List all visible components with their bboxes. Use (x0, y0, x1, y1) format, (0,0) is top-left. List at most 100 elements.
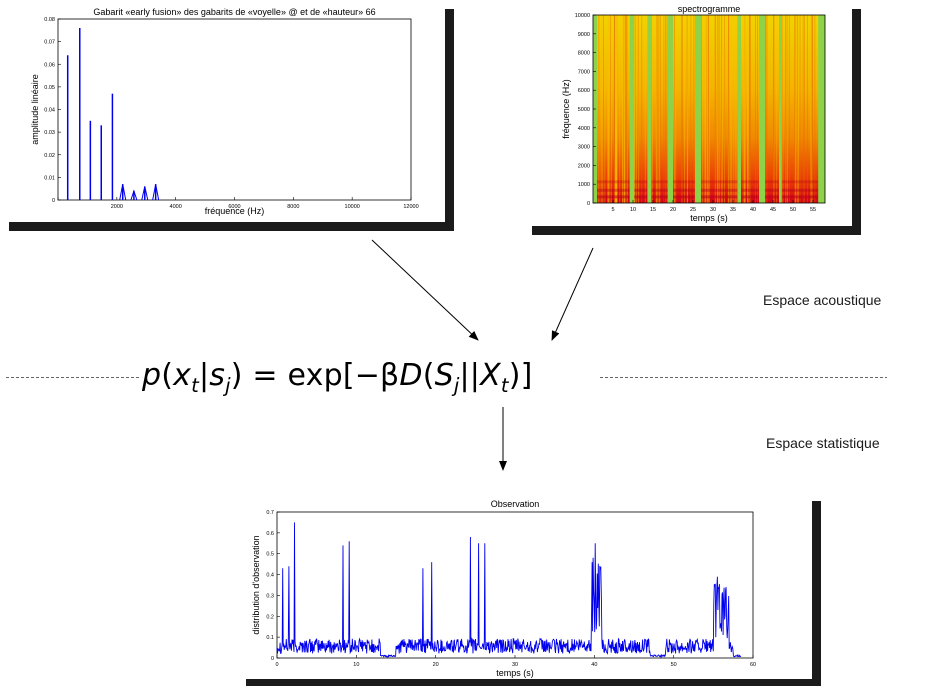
y-tick-label: 0.08 (44, 17, 55, 23)
y-tick-label: 8000 (578, 51, 590, 57)
formula: p(xt|sj) = exp[−βD(Sj||Xt)] (142, 358, 533, 397)
y-tick-label: 5000 (578, 107, 590, 113)
spectrogram-panel: spectrogramme 5 10 15 20 25 30 35 40 45 50 55 0 1000 2… (523, 0, 852, 226)
chart-title: spectrogramme (678, 4, 741, 14)
x-tick-label: 40 (591, 662, 597, 668)
formula-X-sub: t (500, 373, 509, 397)
spectrogram-chart: spectrogramme 5 10 15 20 25 30 35 40 45 50 55 0 1000 2… (561, 4, 826, 223)
formula-x: x (173, 358, 192, 393)
y-tick-label: 0 (587, 201, 590, 207)
x-tick-label: 10000 (345, 204, 360, 210)
spectro-formant-band (593, 180, 825, 184)
spectro-silence (779, 15, 782, 203)
x-tick-label: 60 (750, 662, 756, 668)
observation-chart: Observation 0 10 20 30 40 50 60 0 0.1 0.2 0.3 0.4 0.5… (251, 499, 756, 678)
y-tick-label: 9000 (578, 32, 590, 38)
y-tick-label: 0.1 (266, 635, 274, 641)
gabarit-peak-shape (119, 184, 127, 201)
x-tick-label: 5 (611, 207, 614, 213)
x-tick-label: 40 (750, 207, 756, 213)
plot-frame (57, 18, 412, 201)
formula-S-sub: j (453, 373, 460, 397)
acoustic-space-label: Espace acoustique (763, 292, 882, 308)
y-tick-label: 3000 (578, 145, 590, 151)
observation-series-line (276, 522, 742, 659)
x-axis-label: fréquence (Hz) (205, 206, 265, 216)
y-axis-label: fréquence (Hz) (561, 79, 571, 139)
spectro-silence (737, 15, 741, 203)
y-tick-label: 0.02 (44, 153, 55, 159)
spectro-silence (818, 15, 825, 203)
formula-equals-exp: = exp (252, 358, 343, 393)
y-tick-label: 0 (52, 198, 55, 204)
x-tick-label: 4000 (170, 204, 182, 210)
y-tick-label: 10000 (575, 13, 590, 19)
y-tick-label: 0.7 (266, 510, 274, 516)
formula-s: s (209, 358, 226, 393)
y-tick-label: 4000 (578, 126, 590, 132)
x-tick-label: 10 (353, 662, 359, 668)
y-tick-label: 7000 (578, 69, 590, 75)
gabarit-peak-shape (130, 189, 138, 201)
x-tick-label: 30 (710, 207, 716, 213)
formula-minus-beta: −β (354, 358, 400, 393)
spectro-formant-band (593, 195, 825, 199)
y-tick-label: 6000 (578, 88, 590, 94)
gabarit-peak-shape (141, 186, 149, 201)
spectro-silence (695, 15, 701, 203)
y-tick-label: 0.6 (266, 531, 274, 537)
y-tick-label: 0.2 (266, 614, 274, 620)
formula-S: S (434, 358, 454, 393)
y-tick-label: 0.3 (266, 593, 274, 599)
x-tick-label: 30 (512, 662, 518, 668)
x-tick-label: 45 (770, 207, 776, 213)
y-tick-label: 0.06 (44, 62, 55, 68)
x-axis-label: temps (s) (496, 668, 534, 678)
x-tick-label: 25 (690, 207, 696, 213)
spectro-silence (667, 15, 673, 203)
arrow-gabarit-to-formula (371, 239, 479, 341)
formula-d: D (399, 358, 423, 393)
x-tick-label: 55 (810, 207, 816, 213)
arrow-spectro-to-formula (551, 247, 594, 341)
y-tick-label: 0.05 (44, 85, 55, 91)
x-tick-label: 50 (790, 207, 796, 213)
x-tick-label: 12000 (403, 204, 418, 210)
y-tick-label: 0.07 (44, 40, 55, 46)
x-tick-label: 10 (630, 207, 636, 213)
gabarit-peak-shape (152, 184, 160, 201)
y-axis-label: distribution d'observation (251, 535, 261, 634)
y-tick-label: 0.03 (44, 130, 55, 136)
x-tick-label: 0 (275, 662, 278, 668)
x-tick-label: 35 (730, 207, 736, 213)
y-tick-label: 1000 (578, 182, 590, 188)
spectro-silence (629, 15, 635, 203)
x-tick-label: 8000 (287, 204, 299, 210)
y-tick-label: 0.04 (44, 108, 55, 114)
chart-title: Observation (491, 499, 540, 509)
x-tick-label: 15 (650, 207, 656, 213)
y-tick-label: 2000 (578, 163, 590, 169)
y-tick-label: 0.01 (44, 175, 55, 181)
observation-chart-panel: Observation 0 10 20 30 40 50 60 0 0.1 0.2 0.3 0.4 0.5… (237, 492, 812, 679)
x-tick-label: 50 (671, 662, 677, 668)
spectro-formant-band (593, 188, 825, 192)
spectro-silence (647, 15, 652, 203)
gabarit-chart: Gabarit «early fusion» des gabarits de «… (30, 7, 419, 216)
x-axis-label: temps (s) (690, 213, 728, 223)
x-tick-label: 2000 (111, 204, 123, 210)
x-tick-label: 20 (433, 662, 439, 668)
x-tick-label: 20 (670, 207, 676, 213)
statistical-space-label: Espace statistique (766, 435, 880, 451)
spectro-silence (759, 15, 765, 203)
y-axis-label: amplitude linéaire (30, 74, 40, 145)
x-tick-label: 6000 (228, 204, 240, 210)
formula-s-sub: j (225, 373, 231, 397)
y-tick-label: 0.4 (266, 573, 274, 579)
formula-x-sub: t (191, 373, 199, 397)
y-tick-label: 0 (271, 656, 274, 662)
formula-p: p (142, 358, 162, 393)
gabarit-chart-panel: Gabarit «early fusion» des gabarits de «… (0, 0, 445, 222)
y-tick-label: 0.5 (266, 552, 274, 558)
formula-X: X (480, 358, 501, 393)
